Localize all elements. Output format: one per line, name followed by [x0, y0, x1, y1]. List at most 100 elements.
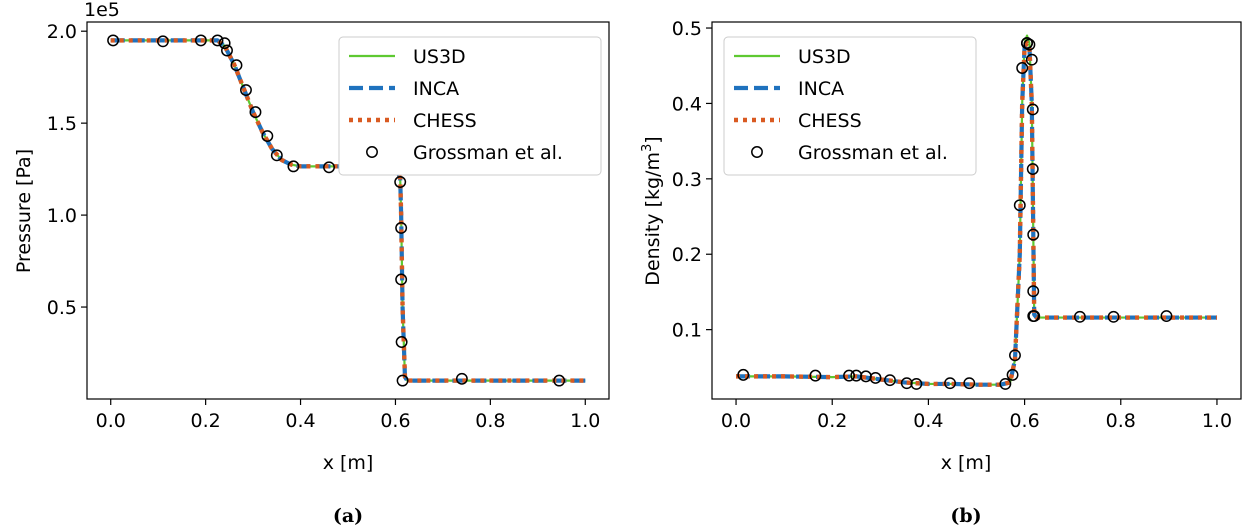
panel-a-x-tick-label: 0.0	[96, 410, 126, 432]
panel-a-grossman-point	[249, 106, 262, 119]
panel-b-y-axis-label: Density [kg/m3]	[640, 136, 664, 285]
panel-a-y-axis-label: Pressure [Pa]	[13, 149, 35, 273]
panel-a-y-tick-label: 2.0	[47, 21, 77, 43]
panel-b-chart: 0.0 0.2 0.4 0.6 0.8 1.0 0.1 0.2 0.3 0.4 0.5 x [m]…	[640, 18, 1242, 527]
panel-a-grossman-point	[211, 34, 224, 47]
panel-b-x-axis-label: x [m]	[941, 452, 992, 474]
panel-a-legend-label-chess: CHESS	[413, 110, 477, 132]
panel-b-grossman-point	[883, 374, 896, 387]
panel-b-plot-frame	[711, 21, 1242, 400]
panel-a-legend-entries: US3D INCA CHESS Grossman et al.	[349, 46, 563, 164]
panel-a-chart: 0.0 0.2 0.4 0.6 0.8 1.0 0.5 1.0 1.5 2.0 1e5 x [m…	[13, 0, 610, 527]
panel-b-grossman-point	[1009, 349, 1021, 362]
panel-a-grossman-point	[221, 44, 233, 57]
panel-b-y-tick-label: 0.4	[672, 93, 702, 115]
panel-a-x-ticks: 0.0 0.2 0.4 0.6 0.8 1.0	[96, 399, 600, 432]
panel-a-x-tick-label: 0.6	[380, 410, 410, 432]
panel-a-y-tick-label: 1.0	[47, 205, 77, 227]
panel-a-grossman-point	[396, 374, 409, 387]
panel-a-y-ticks: 0.5 1.0 1.5 2.0	[47, 21, 87, 319]
panel-a-grossman-point	[395, 273, 408, 286]
panel-a-legend-label-us3d: US3D	[413, 46, 466, 68]
panel-a-x-tick-label: 1.0	[570, 410, 600, 432]
panel-a-plot-frame	[86, 21, 610, 400]
panel-b-x-tick-label: 0.6	[1009, 410, 1039, 432]
panel-b-legend-marker-grossman-et-al	[751, 146, 763, 158]
panel-a-grossman-point	[323, 161, 335, 174]
panel-a-grossman-point	[287, 160, 300, 173]
panel-b-grossman-point	[1026, 163, 1039, 175]
panel-a-grossman-point	[156, 35, 169, 48]
panel-b-y-ticks: 0.1 0.2 0.3 0.4 0.5	[672, 18, 712, 342]
panel-b-grossman-point	[999, 377, 1012, 390]
panel-a-grossman-point	[240, 84, 252, 96]
panel-b-grossman-point	[809, 369, 822, 382]
panel-b-caption: (b)	[950, 505, 981, 527]
panel-b-grossman-point	[1107, 310, 1120, 323]
panel-b-grossman-point	[1023, 38, 1036, 51]
panel-b-grossman-point	[1028, 310, 1041, 323]
panel-b-grossman-point	[843, 369, 856, 382]
panel-b-y-tick-label: 0.3	[672, 169, 702, 191]
panel-b-y-axis-label-superscript: 3	[640, 144, 655, 152]
panel-b-grossman-point	[1025, 53, 1038, 66]
panel-a-grossman-point	[194, 34, 207, 47]
panel-a-grossman-point	[395, 336, 408, 348]
panel-b-y-tick-label: 0.2	[672, 244, 702, 266]
panel-b-legend-label-us3d: US3D	[798, 46, 851, 68]
panel-b-y-axis-label-suffix: ]	[642, 136, 664, 143]
panel-b-grossman-point	[1021, 37, 1033, 50]
panel-a-grossman-point	[107, 34, 120, 47]
panel-b-grossman-point	[1160, 310, 1173, 323]
panel-b-x-tick-label: 0.8	[1106, 410, 1136, 432]
panel-b-y-tick-label: 0.1	[672, 320, 702, 342]
panel-b-x-tick-label: 0.0	[721, 410, 751, 432]
panel-a-legend-box	[338, 36, 602, 176]
panel-a-series-layer	[107, 34, 586, 387]
panel-b-series-grossman-et-al	[737, 37, 1173, 390]
panel-b-grossman-point	[1026, 103, 1039, 116]
panel-a-x-tick-label: 0.4	[285, 410, 315, 432]
panel-b-y-axis-label-main: Density [kg/m	[642, 152, 664, 286]
panel-b-legend-label-inca: INCA	[798, 78, 844, 100]
panel-a-legend: US3D INCA CHESS Grossman et al.	[338, 36, 602, 176]
panel-b-legend: US3D INCA CHESS Grossman et al.	[723, 36, 977, 176]
panel-b-grossman-point	[869, 371, 882, 384]
panel-b-legend-box	[723, 36, 977, 176]
panel-b-grossman-point	[910, 377, 923, 390]
panel-b-grossman-point	[737, 368, 750, 381]
panel-b-x-tick-label: 0.2	[817, 410, 847, 432]
panel-a-x-tick-label: 0.8	[475, 410, 505, 432]
panel-a-x-axis-label: x [m]	[323, 452, 374, 474]
panel-a-x-tick-label: 0.2	[191, 410, 221, 432]
panel-b-series-layer	[736, 34, 1217, 390]
panel-b-legend-label-grossman-et-al: Grossman et al.	[798, 142, 948, 164]
panel-a-caption: (a)	[333, 505, 363, 527]
panel-b-grossman-point	[1013, 199, 1026, 212]
panel-a-y-tick-label: 0.5	[47, 297, 77, 319]
panel-a-grossman-point	[230, 59, 243, 72]
panel-b-grossman-point	[1073, 310, 1086, 323]
panel-a-grossman-point	[455, 372, 468, 385]
panel-a-legend-label-grossman-et-al: Grossman et al.	[413, 142, 563, 164]
panel-a-grossman-point	[270, 149, 283, 162]
panel-b-legend-entries: US3D INCA CHESS Grossman et al.	[734, 46, 948, 164]
panel-a-legend-marker-grossman-et-al	[366, 146, 378, 158]
panel-b-grossman-point	[1016, 62, 1029, 74]
panel-b-x-ticks: 0.0 0.2 0.4 0.6 0.8 1.0	[721, 399, 1232, 432]
panel-b-grossman-point	[963, 377, 976, 390]
panel-b-x-tick-label: 0.4	[913, 410, 943, 432]
panel-b-x-tick-label: 1.0	[1202, 410, 1232, 432]
panel-b-grossman-point	[1027, 228, 1040, 241]
panel-b-series-inca-line	[736, 41, 1217, 387]
panel-a-grossman-point	[395, 222, 408, 234]
panel-a-grossman-point	[261, 130, 274, 142]
panel-a-grossman-point	[218, 37, 231, 50]
panel-b-legend-label-chess: CHESS	[798, 110, 862, 132]
panel-a-y-tick-label: 1.5	[47, 113, 77, 135]
panel-a-legend-label-inca: INCA	[413, 78, 459, 100]
panel-b-grossman-point	[1006, 368, 1019, 381]
panel-a-grossman-point	[394, 176, 407, 188]
panel-b-y-tick-label: 0.5	[672, 18, 702, 40]
